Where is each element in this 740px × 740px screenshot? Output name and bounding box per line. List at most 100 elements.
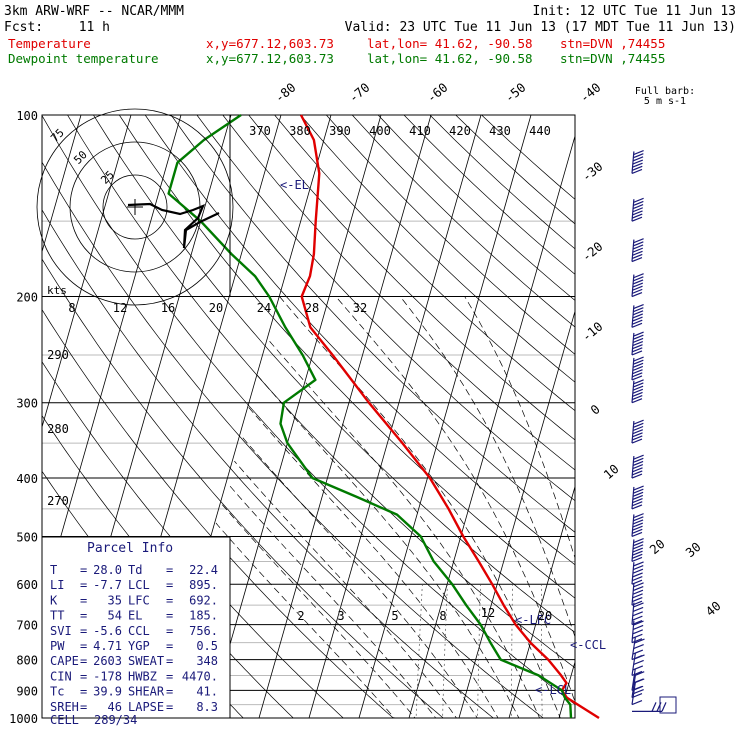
mixing-ratio-line [477,584,481,718]
wind-barb-flag [633,644,644,650]
parcel-value: 692. [189,593,218,607]
wind-barb-flag [632,319,643,325]
mixing-ratio-label: 20 [538,609,552,623]
parcel-equals: = [80,578,87,592]
parcel-value: 35 [108,593,122,607]
parcel-key: LI [50,578,64,592]
isotherm [42,115,182,604]
wind-barb-flag [632,279,644,285]
wind-barb-calm-box [659,696,677,714]
pressure-label: 400 [16,472,38,486]
wind-barb-staff [631,668,636,691]
wind-barb-flag [631,398,643,404]
wind-barb-flag [632,156,644,162]
wind-barb-flag [633,561,644,567]
isotherm-label: -80 [272,80,299,106]
wind-barb-flag [633,419,644,425]
wind-barb-flag [633,241,644,247]
wind-barb-flag [631,685,643,691]
pressure-label: 600 [16,578,38,592]
wind-barb-flag [632,470,643,476]
isotherm [709,115,740,718]
level-label-el: <-EL [280,178,309,192]
theta-label: 390 [329,124,351,138]
dry-adiabat [248,115,575,441]
parcel-value: 895. [189,578,218,592]
wind-barb-flag [631,473,643,479]
parcel-equals: = [166,578,173,592]
wind-barb-flag [633,585,644,592]
parcel-key: Td [128,563,142,577]
wind-barb-flag [632,568,644,574]
parcel-key: K [50,593,58,607]
pressure-label: 1000 [9,712,38,726]
dry-adiabat [274,115,575,412]
parcel-key: SREH [50,700,79,714]
parcel-key: Tc [50,685,64,699]
wind-barb-flag [632,576,643,582]
wind-barb-flag [632,253,643,259]
wind-barb-flag [632,282,644,288]
parcel-value: 348 [196,654,218,668]
wind-barb-flag [632,572,643,578]
parcel-value: 8.3 [196,700,218,714]
wind-barb-flag [633,356,644,362]
wind-barb-flag [633,307,644,313]
parcel-key: EL [128,609,142,623]
wind-barb-flag [632,340,644,347]
wind-barb-flag [633,379,644,385]
wind-barb-flag [632,460,644,467]
isotherm-label: 40 [703,598,724,619]
dewpoint-xy: x,y=677.12,603.73 [206,51,334,66]
hodograph-speed-label: 32 [353,301,367,315]
moist-adiabat [228,484,437,718]
temperature-legend: Temperature [8,36,91,51]
pressure-label: 900 [16,684,38,698]
wind-barb-flag [633,659,644,665]
wind-barb-flag [632,553,643,559]
valid-time: Valid: 23 UTC Tue 11 Jun 13 (17 MDT Tue … [345,20,736,35]
hodograph-ring [36,108,234,306]
wind-barb-flag [632,247,644,253]
wind-barb-flag [632,288,643,294]
wind-barb-flag [632,550,643,556]
wind-barb-flag [633,620,644,626]
wind-barb-flag [633,153,644,159]
wind-barb-flag [633,331,644,337]
moist-adiabat [464,296,575,560]
plot-frame [41,114,576,719]
moist-adiabat [399,296,575,638]
parcel-key: CAPE [50,654,79,668]
forecast-hours: 11 h [79,20,110,35]
moist-adiabat [240,435,478,718]
wind-barb-flag [633,422,644,428]
wind-barb-flag [631,291,643,298]
wind-barb-flag [631,375,643,381]
parcel-value: 28.0 [93,563,122,577]
wind-barb-flag [633,516,644,522]
dry-adiabat [42,161,544,718]
parcel-key: CIN [50,669,72,683]
wind-barb-flag [632,649,644,655]
wind-barb-flag [632,344,643,350]
parcel-title: Parcel Info [87,541,173,556]
wind-barb-flag [631,600,643,606]
wind-barb-flag [632,629,643,635]
isotherm [42,115,132,429]
wind-barb-flag [631,168,643,174]
hodograph-ring-label: 25 [98,168,117,187]
isotherm-label: 20 [647,536,668,557]
init-time: Init: 12 UTC Tue 11 Jun 13 [533,4,737,19]
wind-barb-flag [632,606,644,612]
wind-barb-flag [632,362,644,368]
parcel-value: -178 [93,669,122,683]
pressure-label: 200 [16,291,38,305]
wind-barb-flag [633,541,644,547]
parcel-equals: = [80,593,87,607]
wind-barb-flag [631,638,643,644]
parcel-key: HWBZ [128,669,157,683]
isotherm-label: -60 [424,80,451,106]
